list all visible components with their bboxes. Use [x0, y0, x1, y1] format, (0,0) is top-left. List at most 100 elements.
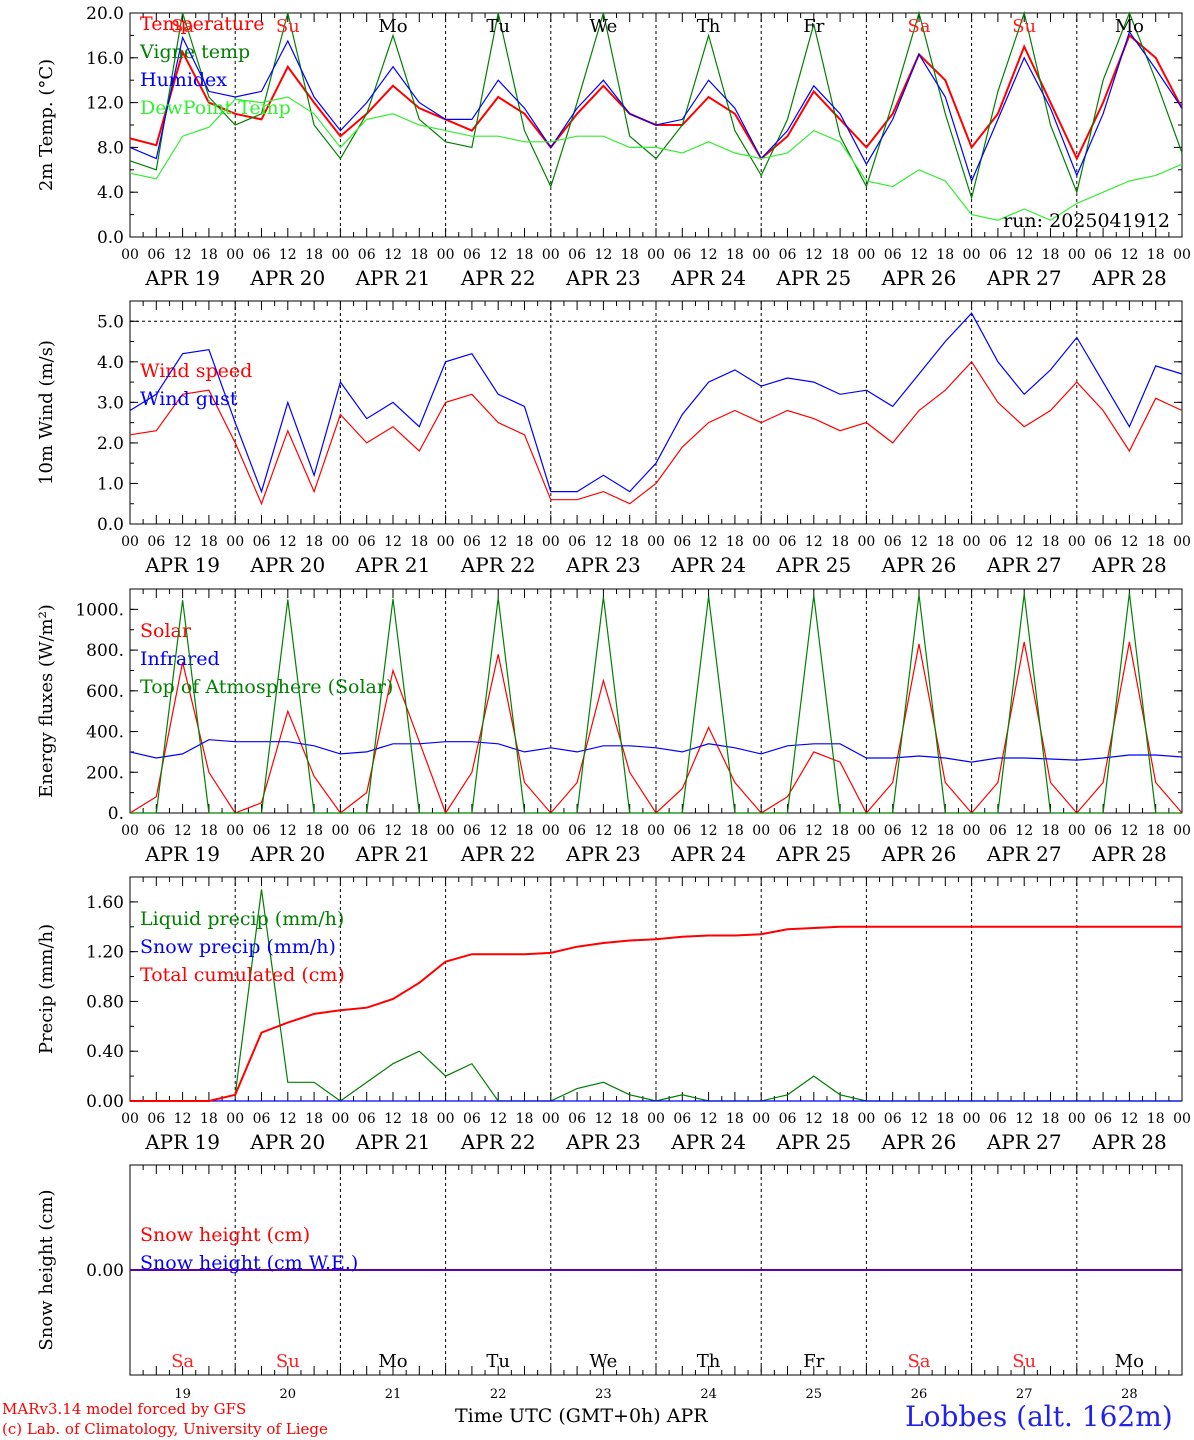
- y-tick-label: 16.0: [86, 49, 124, 69]
- weekday-label-bottom: Fr: [803, 1351, 824, 1372]
- hour-tick-label: 18: [1042, 534, 1060, 550]
- hour-tick-label: 18: [410, 1111, 428, 1127]
- weekday-label-bottom: Mo: [1115, 1351, 1144, 1372]
- hour-tick-label: 06: [463, 247, 481, 263]
- date-tick-label: APR 21: [355, 553, 431, 577]
- hour-tick-label: 06: [358, 1111, 376, 1127]
- hour-tick-label: 00: [542, 534, 560, 550]
- y-tick-label: 1000.: [75, 600, 124, 620]
- hour-tick-label: 00: [226, 247, 244, 263]
- hour-tick-label: 18: [621, 1111, 639, 1127]
- hour-tick-label: 18: [200, 823, 218, 839]
- date-tick-label: APR 22: [460, 553, 536, 577]
- date-tick-label: APR 24: [670, 553, 746, 577]
- hour-tick-label: 18: [1147, 534, 1165, 550]
- hour-tick-label: 12: [594, 534, 612, 550]
- hour-tick-label: 12: [384, 823, 402, 839]
- hour-tick-label: 12: [174, 1111, 192, 1127]
- hour-tick-label: 00: [752, 1111, 770, 1127]
- series-line-wind-gust: [129, 312, 1183, 494]
- hour-tick-label: 00: [1173, 823, 1191, 839]
- y-tick-label: 1.60: [86, 893, 124, 913]
- hour-tick-label: 18: [1147, 1111, 1165, 1127]
- y-tick-label: 0.00: [86, 1261, 124, 1281]
- hour-tick-label: 18: [1042, 823, 1060, 839]
- y-tick-label: 0.: [108, 804, 124, 824]
- date-tick-label: APR 22: [460, 266, 536, 290]
- hour-tick-label: 06: [358, 823, 376, 839]
- hour-tick-label: 00: [121, 1111, 139, 1127]
- hour-tick-label: 12: [174, 823, 192, 839]
- date-tick-label: APR 26: [881, 1130, 957, 1154]
- date-tick-label: APR 25: [775, 553, 851, 577]
- weekday-label-top: Su: [1012, 16, 1036, 37]
- hour-tick-label: 00: [963, 534, 981, 550]
- day-number-label: 26: [911, 1387, 928, 1402]
- y-tick-label: 8.0: [97, 138, 124, 158]
- hour-tick-label: 06: [673, 247, 691, 263]
- weekday-label-bottom: Su: [1012, 1351, 1036, 1372]
- hour-tick-label: 00: [857, 534, 875, 550]
- hour-tick-label: 12: [700, 1111, 718, 1127]
- hour-tick-label: 00: [963, 823, 981, 839]
- day-number-label: 23: [595, 1387, 612, 1402]
- hour-tick-label: 12: [174, 247, 192, 263]
- series-line-vigne-temp: [129, 10, 1183, 201]
- hour-tick-label: 00: [437, 823, 455, 839]
- series-line-dewpoint-temp: [129, 96, 1183, 221]
- date-tick-label: APR 21: [355, 842, 431, 866]
- hour-tick-label: 06: [989, 823, 1007, 839]
- weekday-label-bottom: Mo: [378, 1351, 407, 1372]
- legend-entry: Infrared: [140, 648, 220, 670]
- legend-entry: Top of Atmosphere (Solar): [140, 676, 393, 698]
- hour-tick-label: 12: [1120, 823, 1138, 839]
- hour-tick-label: 00: [331, 823, 349, 839]
- date-tick-label: APR 24: [670, 1130, 746, 1154]
- hour-tick-label: 18: [1147, 247, 1165, 263]
- hour-tick-label: 12: [910, 534, 928, 550]
- date-tick-label: APR 28: [1091, 842, 1167, 866]
- y-axis-label: 10m Wind (m/s): [36, 340, 57, 485]
- hour-tick-label: 06: [779, 247, 797, 263]
- date-tick-label: APR 27: [986, 1130, 1062, 1154]
- y-tick-label: 0.00: [86, 1092, 124, 1112]
- hour-tick-label: 06: [147, 534, 165, 550]
- hour-tick-label: 00: [1068, 1111, 1086, 1127]
- y-tick-label: 3.0: [97, 393, 124, 413]
- hour-tick-label: 00: [857, 823, 875, 839]
- date-tick-label: APR 19: [144, 842, 220, 866]
- hour-tick-label: 00: [437, 247, 455, 263]
- hour-tick-label: 18: [831, 247, 849, 263]
- y-tick-label: 200.: [86, 763, 124, 783]
- hour-tick-label: 12: [1120, 247, 1138, 263]
- date-tick-label: APR 23: [565, 266, 641, 290]
- legend-entry: Liquid precip (mm/h): [140, 908, 344, 930]
- y-axis-label: 2m Temp. (°C): [36, 59, 57, 191]
- hour-tick-label: 18: [726, 534, 744, 550]
- y-axis-label: Energy fluxes (W/m²): [36, 604, 57, 798]
- hour-tick-label: 06: [884, 534, 902, 550]
- hour-tick-label: 12: [805, 1111, 823, 1127]
- weekday-label-top: Su: [276, 16, 300, 37]
- hour-tick-label: 00: [963, 1111, 981, 1127]
- hour-tick-label: 06: [779, 1111, 797, 1127]
- hour-tick-label: 00: [1173, 247, 1191, 263]
- hour-tick-label: 00: [331, 534, 349, 550]
- hour-tick-label: 18: [936, 1111, 954, 1127]
- day-number-label: 22: [490, 1387, 507, 1402]
- hour-tick-label: 12: [1120, 534, 1138, 550]
- hour-tick-label: 06: [673, 823, 691, 839]
- hour-tick-label: 00: [752, 534, 770, 550]
- date-tick-label: APR 23: [565, 1130, 641, 1154]
- hour-tick-label: 00: [647, 1111, 665, 1127]
- hour-tick-label: 06: [1094, 1111, 1112, 1127]
- weekday-label-top: Sa: [171, 16, 194, 37]
- hour-tick-label: 06: [253, 823, 271, 839]
- y-tick-label: 20.0: [86, 4, 124, 24]
- hour-tick-label: 18: [200, 534, 218, 550]
- hour-tick-label: 12: [910, 247, 928, 263]
- hour-tick-label: 00: [121, 247, 139, 263]
- date-tick-label: APR 26: [881, 553, 957, 577]
- hour-tick-label: 06: [253, 534, 271, 550]
- hour-tick-label: 06: [1094, 247, 1112, 263]
